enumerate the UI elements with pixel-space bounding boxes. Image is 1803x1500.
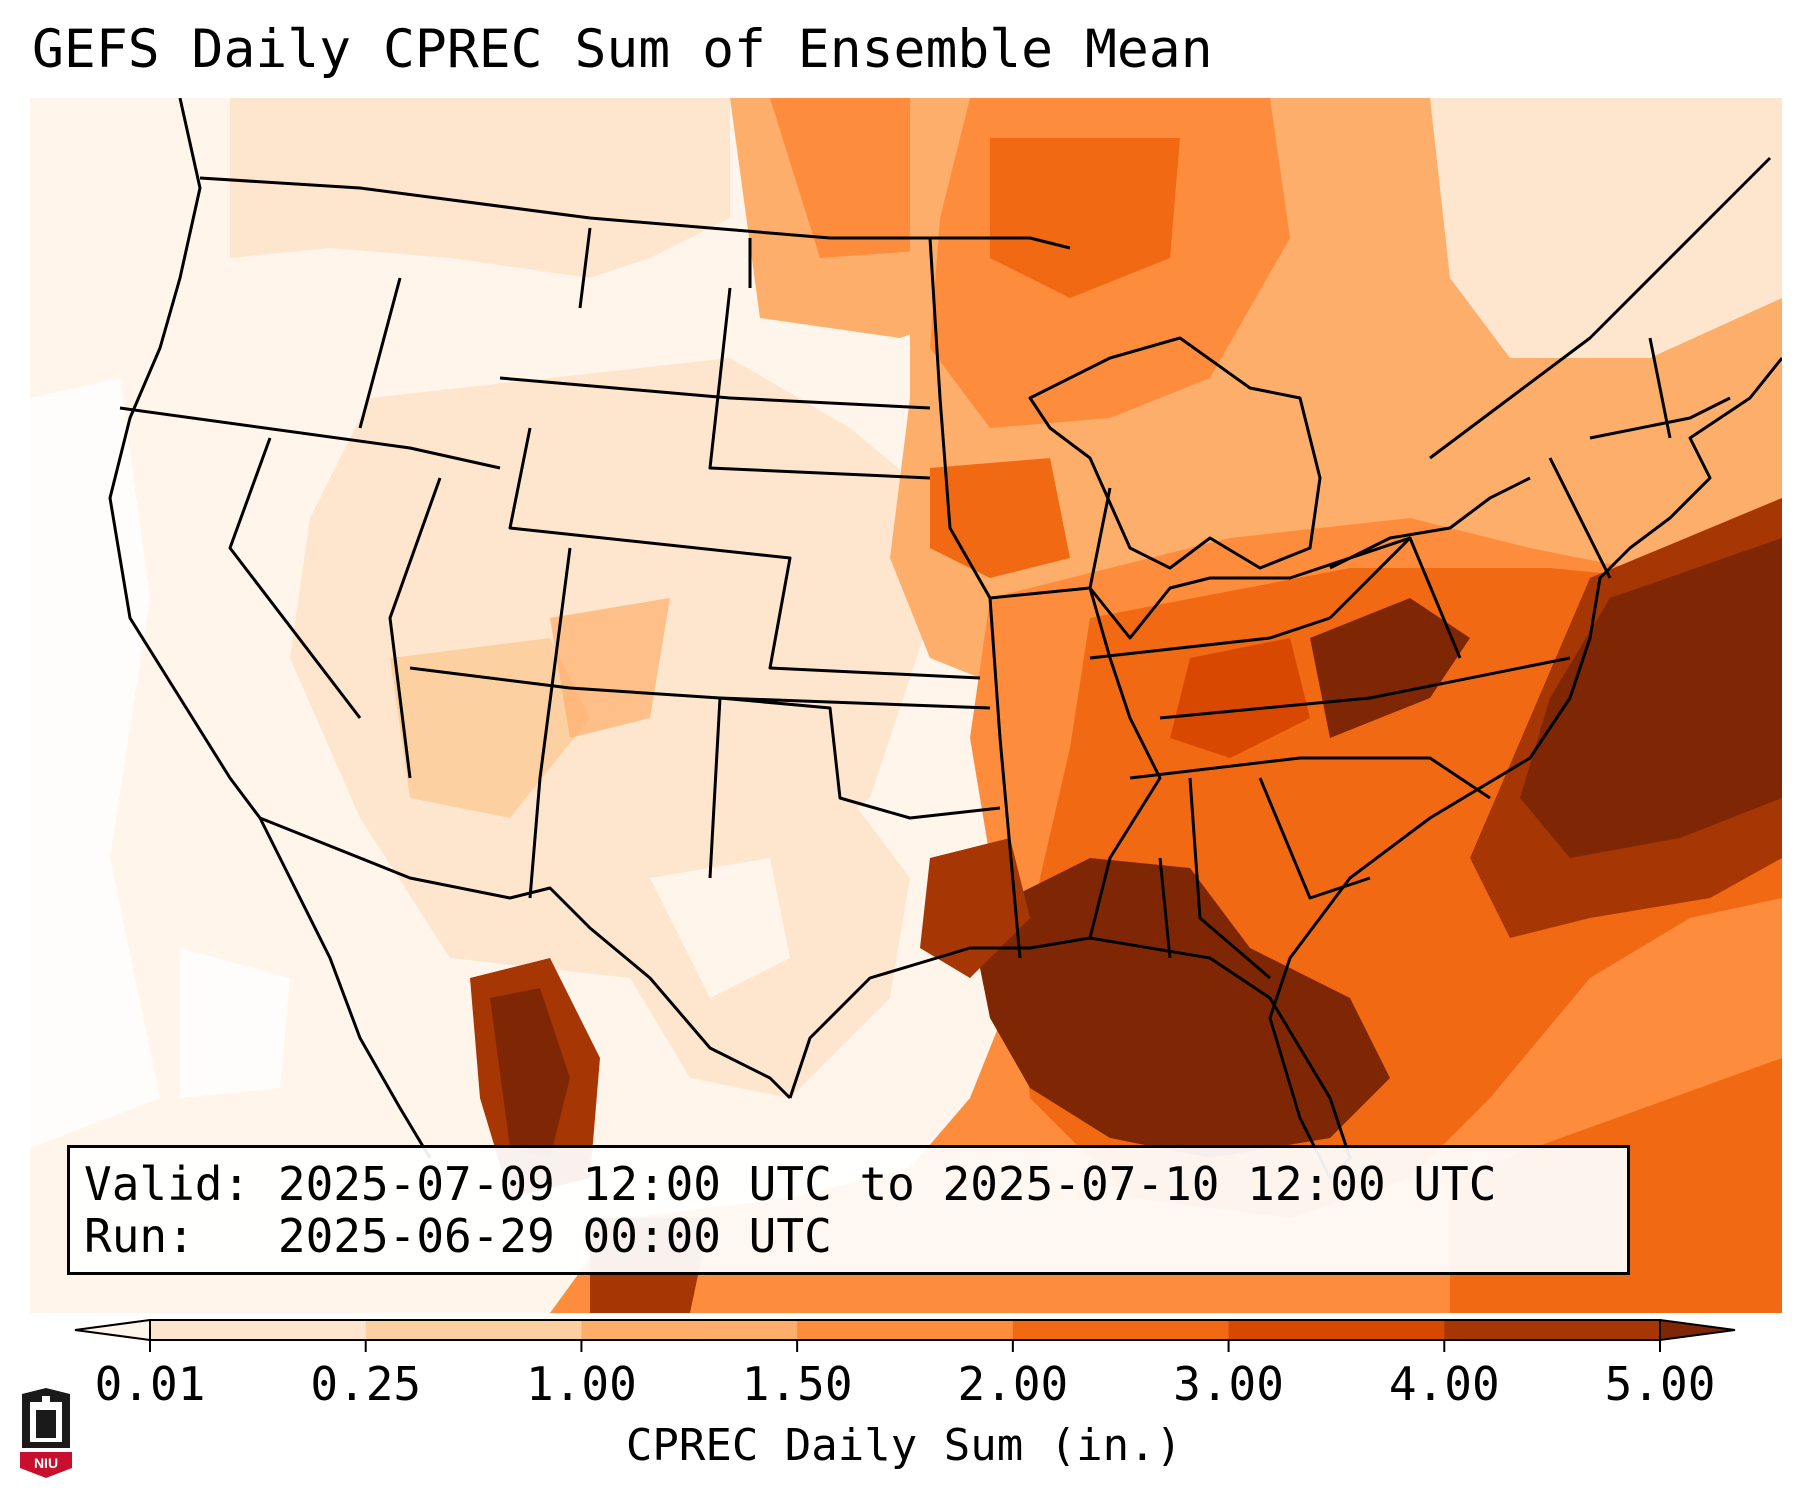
colorbar-segment — [581, 1320, 798, 1340]
colorbar-tick-label: 2.00 — [957, 1357, 1069, 1411]
run-line: Run: 2025-06-29 00:00 UTC — [84, 1210, 832, 1262]
colorbar-tick-label: 1.50 — [741, 1357, 853, 1411]
lake-erie-ontario — [1329, 476, 1531, 570]
colorbar-label: CPREC Daily Sum (in.) — [625, 1420, 1183, 1471]
colorbar-segment — [365, 1320, 582, 1340]
valid-label: Valid: — [84, 1157, 251, 1211]
niu-logo-icon: NIU — [20, 1388, 72, 1478]
colorbar-segment — [1012, 1320, 1230, 1340]
colorbar-segment — [150, 1320, 367, 1340]
colorbar-border — [149, 1319, 1661, 1341]
colorbar-ticks — [149, 1340, 1661, 1352]
colorbar-segment — [1444, 1320, 1661, 1340]
colorbar-segment — [797, 1320, 1014, 1340]
run-label: Run: — [84, 1209, 195, 1263]
map-title: GEFS Daily CPREC Sum of Ensemble Mean — [32, 19, 1213, 80]
canada-border — [199, 176, 1071, 250]
st-lawrence — [1429, 156, 1772, 460]
run-value: 2025-06-29 00:00 UTC — [277, 1209, 832, 1263]
valid-line: Valid: 2025-07-09 12:00 UTC to 2025-07-1… — [84, 1158, 1496, 1210]
colorbar-extend-high — [1659, 1318, 1736, 1342]
logo-text: NIU — [34, 1455, 58, 1471]
valid-run-info-box: Valid: 2025-07-09 12:00 UTC to 2025-07-1… — [67, 1145, 1630, 1275]
colorbar-segment — [1228, 1320, 1445, 1340]
colorbar-extend-low — [74, 1318, 151, 1342]
colorbar-tick-label: 4.00 — [1388, 1357, 1500, 1411]
west-coastline — [108, 98, 432, 1159]
colorbar-tick-label: 1.00 — [526, 1357, 637, 1411]
mexico-border — [259, 816, 792, 1100]
colorbar-tick-label: 3.00 — [1173, 1357, 1284, 1411]
great-lakes — [1028, 336, 1322, 570]
colorbar-tick-label: 5.00 — [1604, 1357, 1716, 1411]
colorbar-segments — [74, 1318, 1736, 1342]
colorbar — [74, 1318, 1736, 1352]
gulf-coastline — [788, 936, 1352, 1180]
map-canvas — [30, 98, 1782, 1313]
colorbar-tick-label: 0.01 — [94, 1357, 206, 1411]
colorbar-tick-label: 0.25 — [310, 1357, 422, 1411]
precipitation-map — [30, 98, 1782, 1313]
boundaries — [108, 98, 1782, 1180]
atlantic-coastline — [1288, 357, 1782, 959]
valid-value: 2025-07-09 12:00 UTC to 2025-07-10 12:00… — [277, 1157, 1497, 1211]
